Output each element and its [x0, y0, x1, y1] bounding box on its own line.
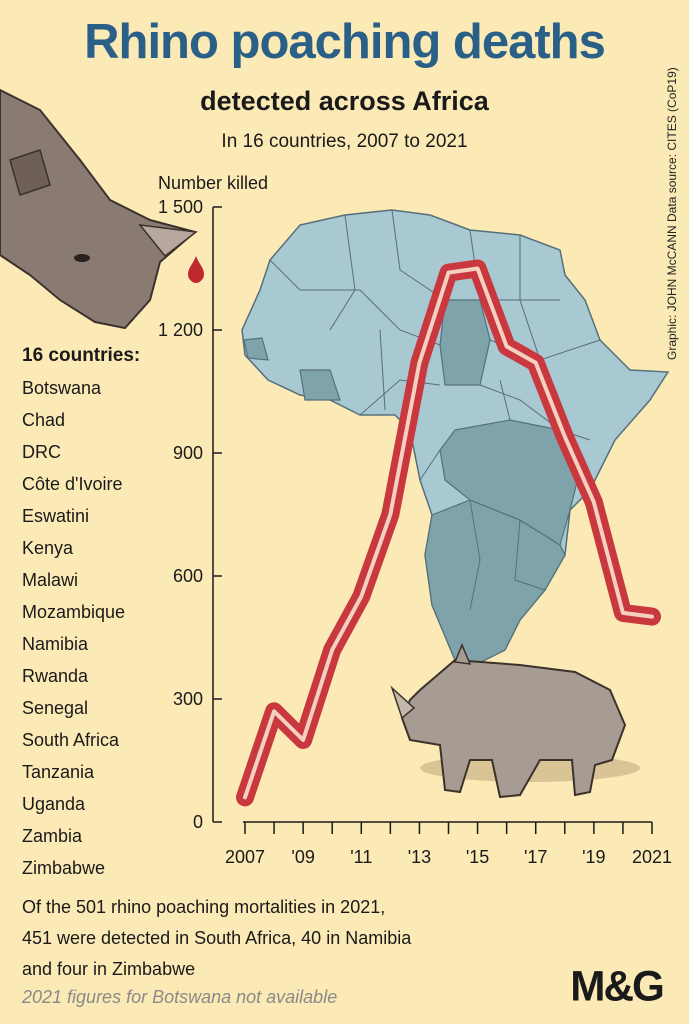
- y-tick-label: 0: [193, 812, 203, 832]
- footnote: 2021 figures for Botswana not available: [22, 987, 338, 1007]
- country-item: Kenya: [22, 538, 74, 558]
- y-tick-label: 1 500: [158, 197, 203, 217]
- series-line-group: [236, 259, 661, 807]
- summary-line: 451 were detected in South Africa, 40 in…: [22, 928, 412, 948]
- data-point: [331, 648, 334, 651]
- country-item: Chad: [22, 410, 66, 430]
- summary-note: Of the 501 rhino poaching mortalities in…: [22, 892, 562, 985]
- country-item: Mozambique: [22, 602, 126, 622]
- rhino-ear-body: [453, 643, 472, 665]
- data-point: [505, 345, 508, 348]
- border-6: [359, 379, 441, 416]
- rhino-body-illustration: [390, 643, 640, 799]
- data-point: [273, 710, 276, 713]
- x-tick-label: '19: [582, 847, 605, 867]
- summary-line: Of the 501 rhino poaching mortalities in…: [22, 897, 386, 917]
- y-axis-label: Number killed: [158, 173, 268, 193]
- y-tick-label: 1 200: [158, 320, 203, 340]
- rhino-eye: [74, 254, 90, 262]
- border-4: [519, 235, 541, 361]
- border-14: [379, 329, 386, 411]
- rhino-head-shape: [0, 88, 198, 330]
- africa-map: [241, 209, 670, 666]
- x-tick-label: '11: [350, 847, 372, 867]
- y-tick-label: 300: [173, 689, 203, 709]
- border-2: [391, 209, 446, 301]
- x-tick-label: '15: [466, 847, 489, 867]
- logo-text: M&G: [570, 962, 663, 1008]
- brand-logo: M&G: [570, 962, 665, 1008]
- x-tick-label: '17: [524, 847, 547, 867]
- data-point: [447, 271, 450, 274]
- page-title: Rhino poaching deaths: [84, 15, 606, 69]
- x-axis-ticks: 2007 '09 '11 '13 '15 '17 '19 2021: [225, 822, 672, 867]
- data-point: [651, 615, 653, 618]
- data-point: [244, 796, 246, 799]
- x-tick-label: 2021: [632, 847, 672, 867]
- page-subsubtitle: In 16 countries, 2007 to 2021: [221, 131, 468, 152]
- data-point: [534, 361, 537, 364]
- country-item: South Africa: [22, 730, 120, 750]
- country-item: Eswatini: [22, 506, 90, 526]
- rhino-horn-shape: [138, 224, 198, 258]
- border-9: [499, 379, 511, 421]
- data-point: [418, 361, 421, 364]
- blood-drop-icon: [188, 256, 204, 283]
- chad-region: [439, 299, 491, 386]
- border-11: [514, 519, 546, 591]
- x-tick-label: '13: [408, 847, 431, 867]
- x-tick-label: '09: [291, 847, 314, 867]
- summary-line: and four in Zimbabwe: [22, 959, 196, 979]
- country-item: Zambia: [22, 826, 83, 846]
- countries-list: 16 countries: Botswana Chad DRC Côte d'I…: [22, 340, 140, 884]
- data-point: [621, 611, 624, 614]
- country-item: Namibia: [22, 634, 89, 654]
- data-point: [476, 267, 479, 270]
- rhino-horn-body: [390, 685, 416, 720]
- border-12: [419, 449, 441, 481]
- y-axis-ticks: 0 300 600 900 1 200 1 500: [158, 197, 222, 832]
- data-point: [302, 739, 305, 741]
- country-item: Uganda: [22, 794, 86, 814]
- west-africa-region: [299, 369, 341, 401]
- data-point: [563, 435, 566, 438]
- page-subtitle: detected across Africa: [200, 86, 489, 116]
- border-8: [479, 384, 591, 441]
- x-tick-label: 2007: [225, 847, 265, 867]
- central-africa-region: [439, 419, 581, 546]
- rhino-head-illustration: [0, 88, 204, 330]
- country-item: Malawi: [22, 570, 79, 590]
- senegal-region: [243, 337, 269, 361]
- country-item: Côte d'Ivoire: [22, 474, 123, 494]
- data-point: [389, 513, 392, 516]
- border-13: [269, 259, 301, 291]
- data-point: [592, 501, 595, 504]
- country-item: Zimbabwe: [22, 858, 106, 878]
- country-item: Tanzania: [22, 762, 95, 782]
- countries-heading: 16 countries:: [22, 345, 141, 366]
- rhino-body-shape: [400, 658, 627, 799]
- y-tick-label: 900: [173, 443, 203, 463]
- country-item: Rwanda: [22, 666, 89, 686]
- y-tick-label: 600: [173, 566, 203, 586]
- country-item: Botswana: [22, 378, 102, 398]
- country-item: Senegal: [22, 698, 89, 718]
- border-10: [469, 499, 481, 611]
- rhino-ear-shape: [9, 149, 51, 196]
- country-item: DRC: [22, 442, 61, 462]
- data-point: [360, 595, 363, 598]
